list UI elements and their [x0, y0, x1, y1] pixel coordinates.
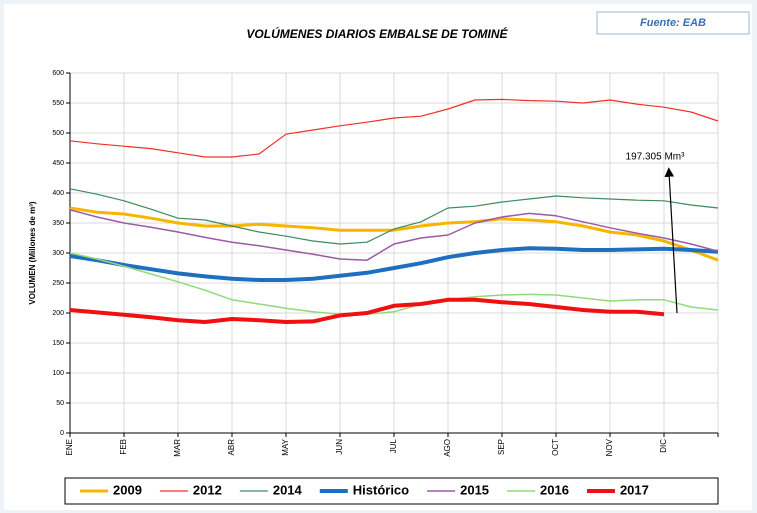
y-tick-label: 150	[52, 340, 64, 347]
annotation-arrow	[664, 167, 678, 314]
series-line	[69, 252, 719, 315]
x-tick-label: FEB	[119, 439, 128, 455]
legend-label: 2015	[460, 482, 489, 497]
legend-label: 2012	[193, 482, 222, 497]
legend-label: 2017	[620, 482, 649, 497]
y-tick-label: 0	[60, 430, 64, 437]
x-tick-label: NOV	[605, 438, 614, 456]
y-tick-label: 100	[52, 370, 64, 377]
series-line	[69, 98, 719, 158]
y-tick-label: 50	[56, 400, 64, 407]
source: Fuente: EAB	[640, 17, 706, 29]
annotation: 197.305 Mm³	[626, 152, 686, 163]
y-tick-label: 400	[52, 190, 64, 197]
x-tick-label: JUL	[389, 438, 398, 453]
source-box	[596, 11, 750, 35]
legend-label: 2016	[540, 482, 569, 497]
x-tick-label: MAR	[173, 439, 182, 457]
y-tick-label: 500	[52, 130, 64, 137]
legend-label: 2014	[273, 482, 303, 497]
y-tick-label: 300	[52, 250, 64, 257]
x-tick-label: DIC	[659, 439, 668, 453]
y-tick-label: 450	[52, 160, 64, 167]
y-tick-label: 350	[52, 220, 64, 227]
legend-label: Histórico	[353, 482, 409, 497]
y-tick-label: 200	[52, 310, 64, 317]
series-line	[69, 188, 719, 245]
series-line	[69, 209, 719, 261]
series-line	[69, 246, 719, 282]
x-tick-label: AGO	[443, 439, 452, 457]
series-line	[69, 297, 665, 324]
x-tick-label: ENE	[65, 439, 74, 455]
y-tick-label: 250	[52, 280, 64, 287]
panel	[4, 4, 752, 510]
x-tick-label: OCT	[551, 439, 560, 456]
legend-label: 2009	[113, 482, 142, 497]
series-line	[69, 206, 719, 262]
y-tick-label: 550	[52, 100, 64, 107]
x-tick-label: JUN	[335, 439, 344, 455]
chart-title: VOLÚMENES DIARIOS EMBALSE DE TOMINÉ	[246, 26, 508, 41]
y-tick-label: 600	[52, 70, 64, 77]
x-tick-label: SEP	[497, 439, 506, 455]
y-axis-label: VOLUMEN (Millones de m³)	[28, 201, 37, 304]
x-tick-label: ABR	[227, 439, 236, 456]
x-tick-label: MAY	[281, 438, 290, 455]
legend: 2009 2012 2014 Histórico 2015 2016 2017	[80, 482, 649, 497]
